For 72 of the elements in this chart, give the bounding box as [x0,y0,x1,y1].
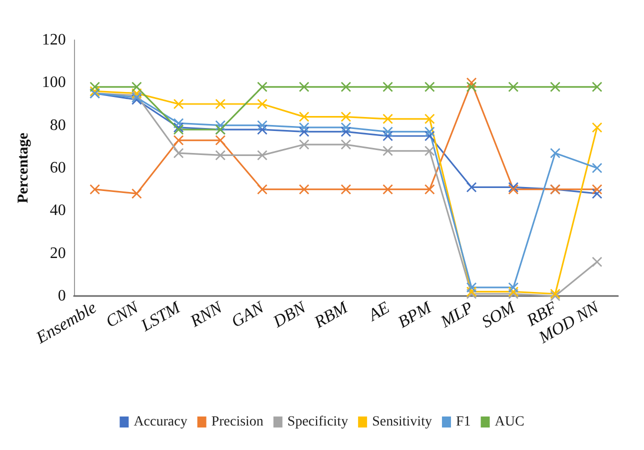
x-tick-label: AE [364,297,394,326]
point [257,184,268,194]
x-tick-label: RBM [310,297,352,332]
y-tick-label: 0 [58,288,66,304]
point [299,112,310,122]
point [592,122,602,132]
y-tick-label: 20 [50,244,66,262]
point [424,146,435,156]
point [466,282,477,292]
legend-label: Accuracy [134,414,188,430]
x-tick-label: MLP [436,298,476,332]
point [508,282,518,292]
legend-label: Specificity [287,414,348,430]
point [382,184,393,194]
point [424,184,435,194]
y-tick-label: 100 [42,74,66,92]
point [257,150,268,160]
point [299,122,310,132]
x-tick-label: GAN [228,296,268,332]
point [174,99,184,109]
legend-label: Precision [211,414,264,430]
point [592,82,602,92]
y-tick-label: 40 [50,202,66,220]
point [174,148,184,158]
point [550,82,560,92]
point [257,82,268,92]
x-tick-label: CNN [102,296,143,332]
point [340,140,351,150]
point [592,256,602,267]
point [215,135,226,146]
point [340,82,351,92]
point [466,182,477,192]
point [257,120,268,130]
point [215,150,226,160]
point [174,135,184,146]
point [424,82,435,92]
point [382,126,393,137]
point [340,112,351,122]
point [550,288,560,299]
point [382,146,393,156]
y-tick-label: 60 [50,160,66,176]
point [424,126,435,137]
point [215,99,226,109]
x-tick-label: RNN [186,296,227,332]
point [466,82,477,92]
point [340,184,351,194]
point [550,148,560,158]
point [340,122,351,132]
y-axis-title: Percentage [16,132,32,204]
point [132,82,142,92]
point [257,99,268,109]
legend-label: Sensitivity [372,414,432,430]
point [592,163,602,173]
x-tick-label: DBN [269,296,310,332]
x-tick-label: SOM [478,297,519,332]
y-tick-label: 80 [50,116,66,134]
point [299,82,310,92]
x-tick-label: BPM [394,297,436,332]
point [382,82,393,92]
legend-label: F1 [456,414,471,430]
legend-label: AUC [494,414,524,430]
point [508,82,518,92]
point [90,82,100,92]
point [299,140,310,150]
point [174,124,184,135]
point [424,114,435,124]
point [299,184,310,194]
point [592,184,602,194]
point [132,188,142,199]
point [90,184,100,194]
point [382,114,393,124]
y-tick-label: 120 [42,32,66,48]
